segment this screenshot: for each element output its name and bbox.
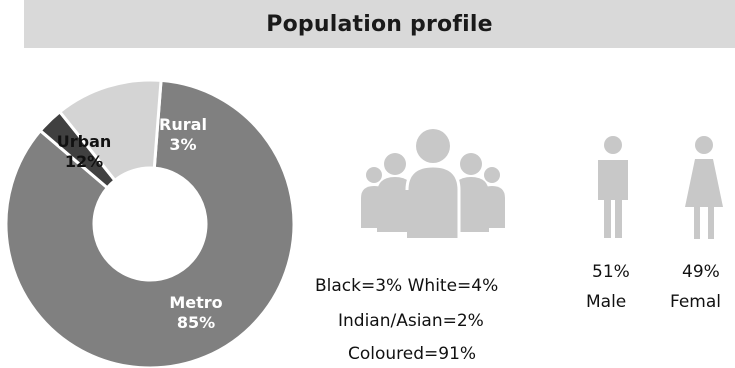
donut-value-metro: 85% [177, 313, 215, 332]
donut-label-metro: Metro [169, 293, 222, 312]
race-line-1: Black=3% White=4% [315, 276, 499, 296]
title-bar: Population profile [24, 0, 735, 48]
donut-value-rural: 3% [169, 135, 196, 154]
female-person-icon [685, 136, 723, 239]
donut-label-urban: Urban [57, 132, 112, 151]
race-line-3: Coloured=91% [348, 344, 477, 364]
people-group-icon [361, 129, 505, 238]
donut-slice-urban [57, 80, 163, 183]
donut-label-rural: Rural [159, 115, 207, 134]
female-label: Femal [670, 292, 722, 312]
race-line-2: Indian/Asian=2% [338, 311, 484, 331]
page-title: Population profile [266, 11, 493, 37]
male-label: Male [586, 292, 627, 312]
male-percent: 51% [592, 262, 630, 282]
male-person-icon [598, 136, 628, 238]
female-percent: 49% [682, 262, 720, 282]
donut-slice-metro [4, 80, 296, 368]
donut-value-urban: 12% [65, 152, 103, 171]
